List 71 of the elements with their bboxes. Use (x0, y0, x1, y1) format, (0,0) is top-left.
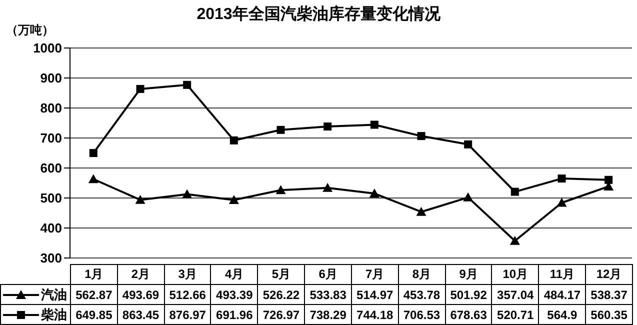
y-tick-label: 600 (40, 160, 62, 176)
x-tick-label: 7月 (351, 264, 398, 284)
data-label: 678.63 (445, 304, 492, 324)
y-tick-label: 300 (40, 250, 62, 266)
data-label: 691.96 (210, 304, 258, 324)
legend-label: 汽油 (0, 284, 70, 304)
point (322, 182, 333, 192)
y-tick-label: 400 (40, 220, 62, 236)
y-tick-label: 800 (40, 100, 62, 116)
x-tick-label: 3月 (164, 264, 211, 284)
point (230, 136, 238, 144)
x-tick-label: 1月 (70, 264, 118, 284)
data-label: 514.97 (351, 284, 398, 304)
y-tick-label: 1000 (33, 40, 62, 56)
data-label: 512.66 (164, 284, 211, 304)
data-label: 526.22 (258, 284, 305, 304)
x-tick-label: 10月 (492, 264, 539, 284)
data-label: 649.85 (70, 304, 118, 324)
data-label: 562.87 (70, 284, 118, 304)
point (416, 206, 426, 216)
point (510, 236, 520, 245)
point (324, 122, 332, 131)
point (183, 80, 192, 89)
data-label: 520.71 (492, 304, 539, 324)
point (463, 192, 474, 202)
y-tick-label: 900 (40, 70, 62, 86)
point (604, 176, 613, 184)
data-label: 744.18 (351, 304, 398, 324)
data-label: 484.17 (538, 284, 586, 304)
data-label: 538.37 (586, 284, 632, 304)
data-label: 453.78 (398, 284, 446, 304)
data-label: 564.9 (538, 304, 586, 324)
data-label: 706.53 (398, 304, 446, 324)
data-label: 501.92 (445, 284, 492, 304)
data-label: 493.39 (210, 284, 258, 304)
x-tick-label: 8月 (398, 264, 446, 284)
x-tick-label: 9月 (445, 264, 492, 284)
point (276, 185, 286, 194)
point (556, 198, 567, 207)
legend-label: 柴油 (0, 304, 70, 324)
data-label: 863.45 (117, 304, 164, 324)
point (276, 126, 285, 134)
x-tick-label: 4月 (210, 264, 258, 284)
data-label: 738.29 (304, 304, 352, 324)
point (88, 174, 98, 184)
x-tick-label: 5月 (258, 264, 305, 284)
point (89, 149, 98, 158)
x-tick-label: 12月 (586, 264, 632, 284)
y-tick-label: 500 (40, 190, 62, 206)
point (558, 174, 566, 183)
y-tick-label: 700 (40, 130, 62, 146)
x-tick-label: 6月 (304, 264, 352, 284)
point (510, 188, 519, 196)
x-tick-label: 11月 (538, 264, 586, 284)
data-label: 357.04 (492, 284, 539, 304)
point (135, 194, 146, 204)
point (370, 120, 378, 129)
data-label: 533.83 (304, 284, 352, 304)
x-tick-label: 2月 (117, 264, 164, 284)
point (369, 188, 380, 198)
data-label: 726.97 (258, 304, 305, 324)
data-label: 493.69 (117, 284, 164, 304)
point (228, 194, 239, 204)
chart-title: 2013年全国汽柴油库存量变化情况 (196, 6, 440, 23)
data-label: 876.97 (164, 304, 211, 324)
point (417, 132, 426, 140)
point (464, 140, 472, 148)
point (182, 189, 192, 198)
point (136, 84, 144, 93)
y-axis-title: （万吨） (6, 22, 54, 39)
data-label: 560.35 (586, 304, 632, 324)
